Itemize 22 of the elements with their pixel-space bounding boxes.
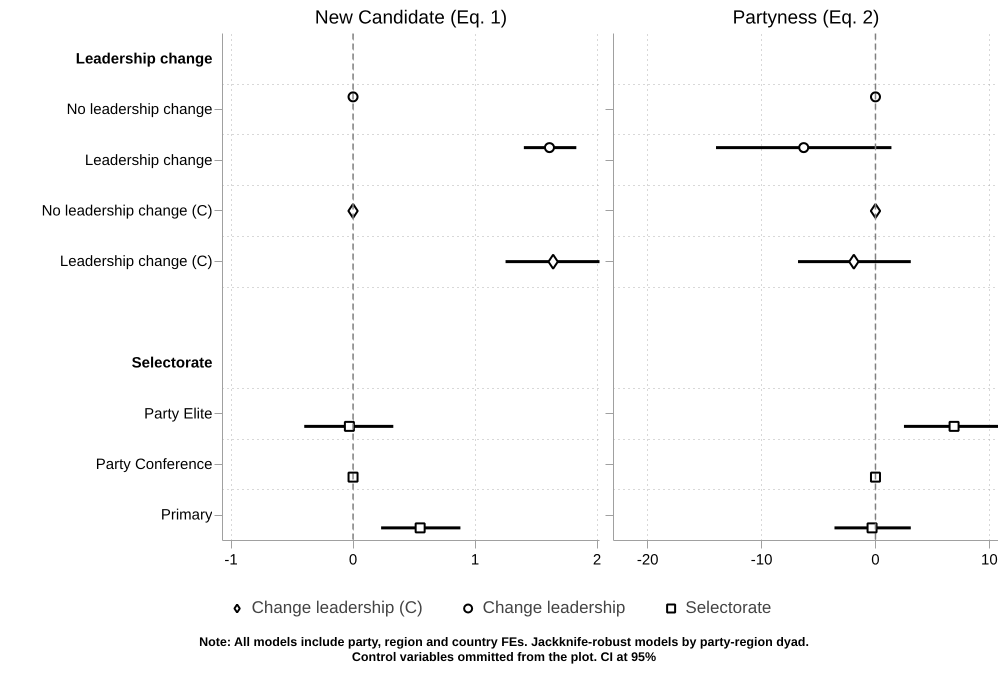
x-tick-label: -10 (750, 552, 772, 568)
x-tick-label: 0 (348, 552, 358, 568)
y-tick-label: No leadership change (C) (42, 202, 213, 220)
legend-label: Selectorate (685, 598, 772, 618)
y-tick-label: No leadership change (66, 101, 212, 118)
x-tick-label: 2 (592, 552, 602, 568)
x-tick-label: -20 (636, 552, 659, 568)
x-tick-label: -1 (224, 552, 238, 568)
legend-label: Change leadership (C) (252, 598, 423, 618)
x-tick-label: 10 (981, 552, 998, 568)
legend-label: Change leadership (482, 598, 626, 618)
chart-title: New Candidate (Eq. 1) (314, 8, 508, 28)
y-tick-label: Selectorate (132, 354, 212, 372)
y-tick-label: Leadership change (76, 50, 213, 68)
text: Note: All models include party, region and country FEs. Jackknife-robust models by party-region dyad. Control variables ommitted from the plot. CI at 95% (199, 635, 809, 665)
y-tick-label: Leadership change (84, 152, 213, 169)
x-tick-label: 1 (470, 552, 480, 568)
x-tick-label: 0 (871, 552, 880, 568)
y-tick-label: Party Elite (144, 405, 212, 422)
chart-title: Partyness (Eq. 2) (732, 8, 880, 28)
y-tick-label: Leadership change (C) (60, 253, 213, 270)
y-tick-label: Party Conference (96, 456, 213, 473)
